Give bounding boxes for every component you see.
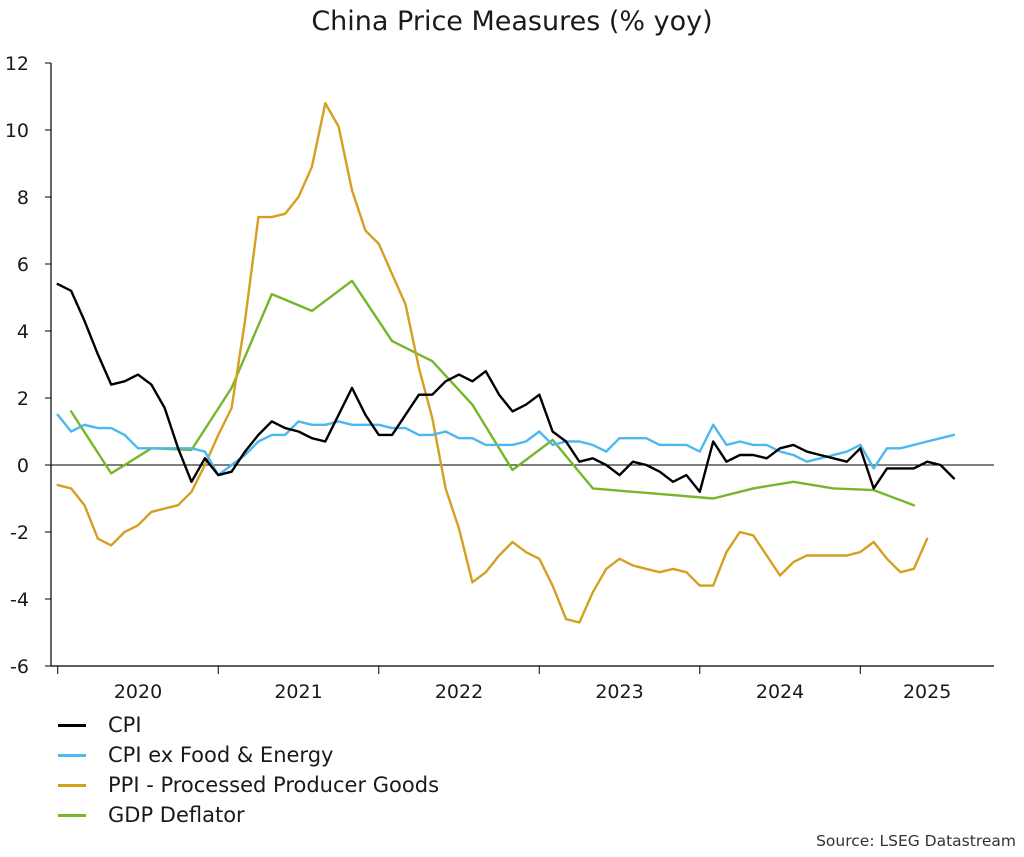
series-line-gdp-deflator (69, 279, 915, 507)
x-tick-label: 2023 (595, 681, 643, 703)
legend: CPI CPI ex Food & Energy PPI - Processed… (58, 710, 439, 830)
x-tick-label: 2024 (756, 681, 804, 703)
legend-item-ppi: PPI - Processed Producer Goods (58, 770, 439, 800)
chart-title: China Price Measures (% yoy) (311, 6, 713, 37)
legend-swatch (58, 813, 86, 817)
y-tick-label: 2 (17, 388, 29, 410)
legend-item-gdp-deflator: GDP Deflator (58, 800, 439, 830)
source-note: Source: LSEG Datastream (816, 832, 1016, 850)
series-line-cpi (56, 282, 956, 493)
legend-swatch (58, 723, 86, 727)
y-tick-label: 12 (5, 53, 29, 75)
series-lines (56, 102, 956, 624)
y-tick-label: 8 (17, 187, 29, 209)
axes: 12 10 8 6 4 2 0 -2 -4 -6 2020 2021 2022 2023 2024 2025 (5, 53, 994, 703)
legend-swatch (58, 783, 86, 787)
y-tick-label: -2 (10, 522, 29, 544)
legend-swatch (58, 753, 86, 757)
legend-item-cpi: CPI (58, 710, 439, 740)
legend-label: PPI - Processed Producer Goods (108, 773, 440, 797)
legend-label: GDP Deflator (108, 803, 245, 827)
legend-label: CPI ex Food & Energy (108, 743, 334, 767)
y-tick-label: 0 (17, 455, 29, 477)
y-tick-label: 6 (17, 254, 29, 276)
series-line-cpi-ex-food-energy (56, 413, 956, 477)
legend-label: CPI (108, 713, 142, 737)
y-tick-label: 4 (17, 321, 29, 343)
x-tick-label: 2025 (903, 681, 951, 703)
x-tick-label: 2022 (435, 681, 483, 703)
y-tick-label: 10 (5, 120, 29, 142)
x-tick-label: 2020 (114, 681, 162, 703)
legend-item-core-cpi: CPI ex Food & Energy (58, 740, 439, 770)
x-tick-label: 2021 (274, 681, 322, 703)
series-line-ppi-processed-producer-goods (56, 102, 929, 624)
y-tick-label: -4 (10, 589, 29, 611)
y-tick-label: -6 (10, 656, 29, 678)
